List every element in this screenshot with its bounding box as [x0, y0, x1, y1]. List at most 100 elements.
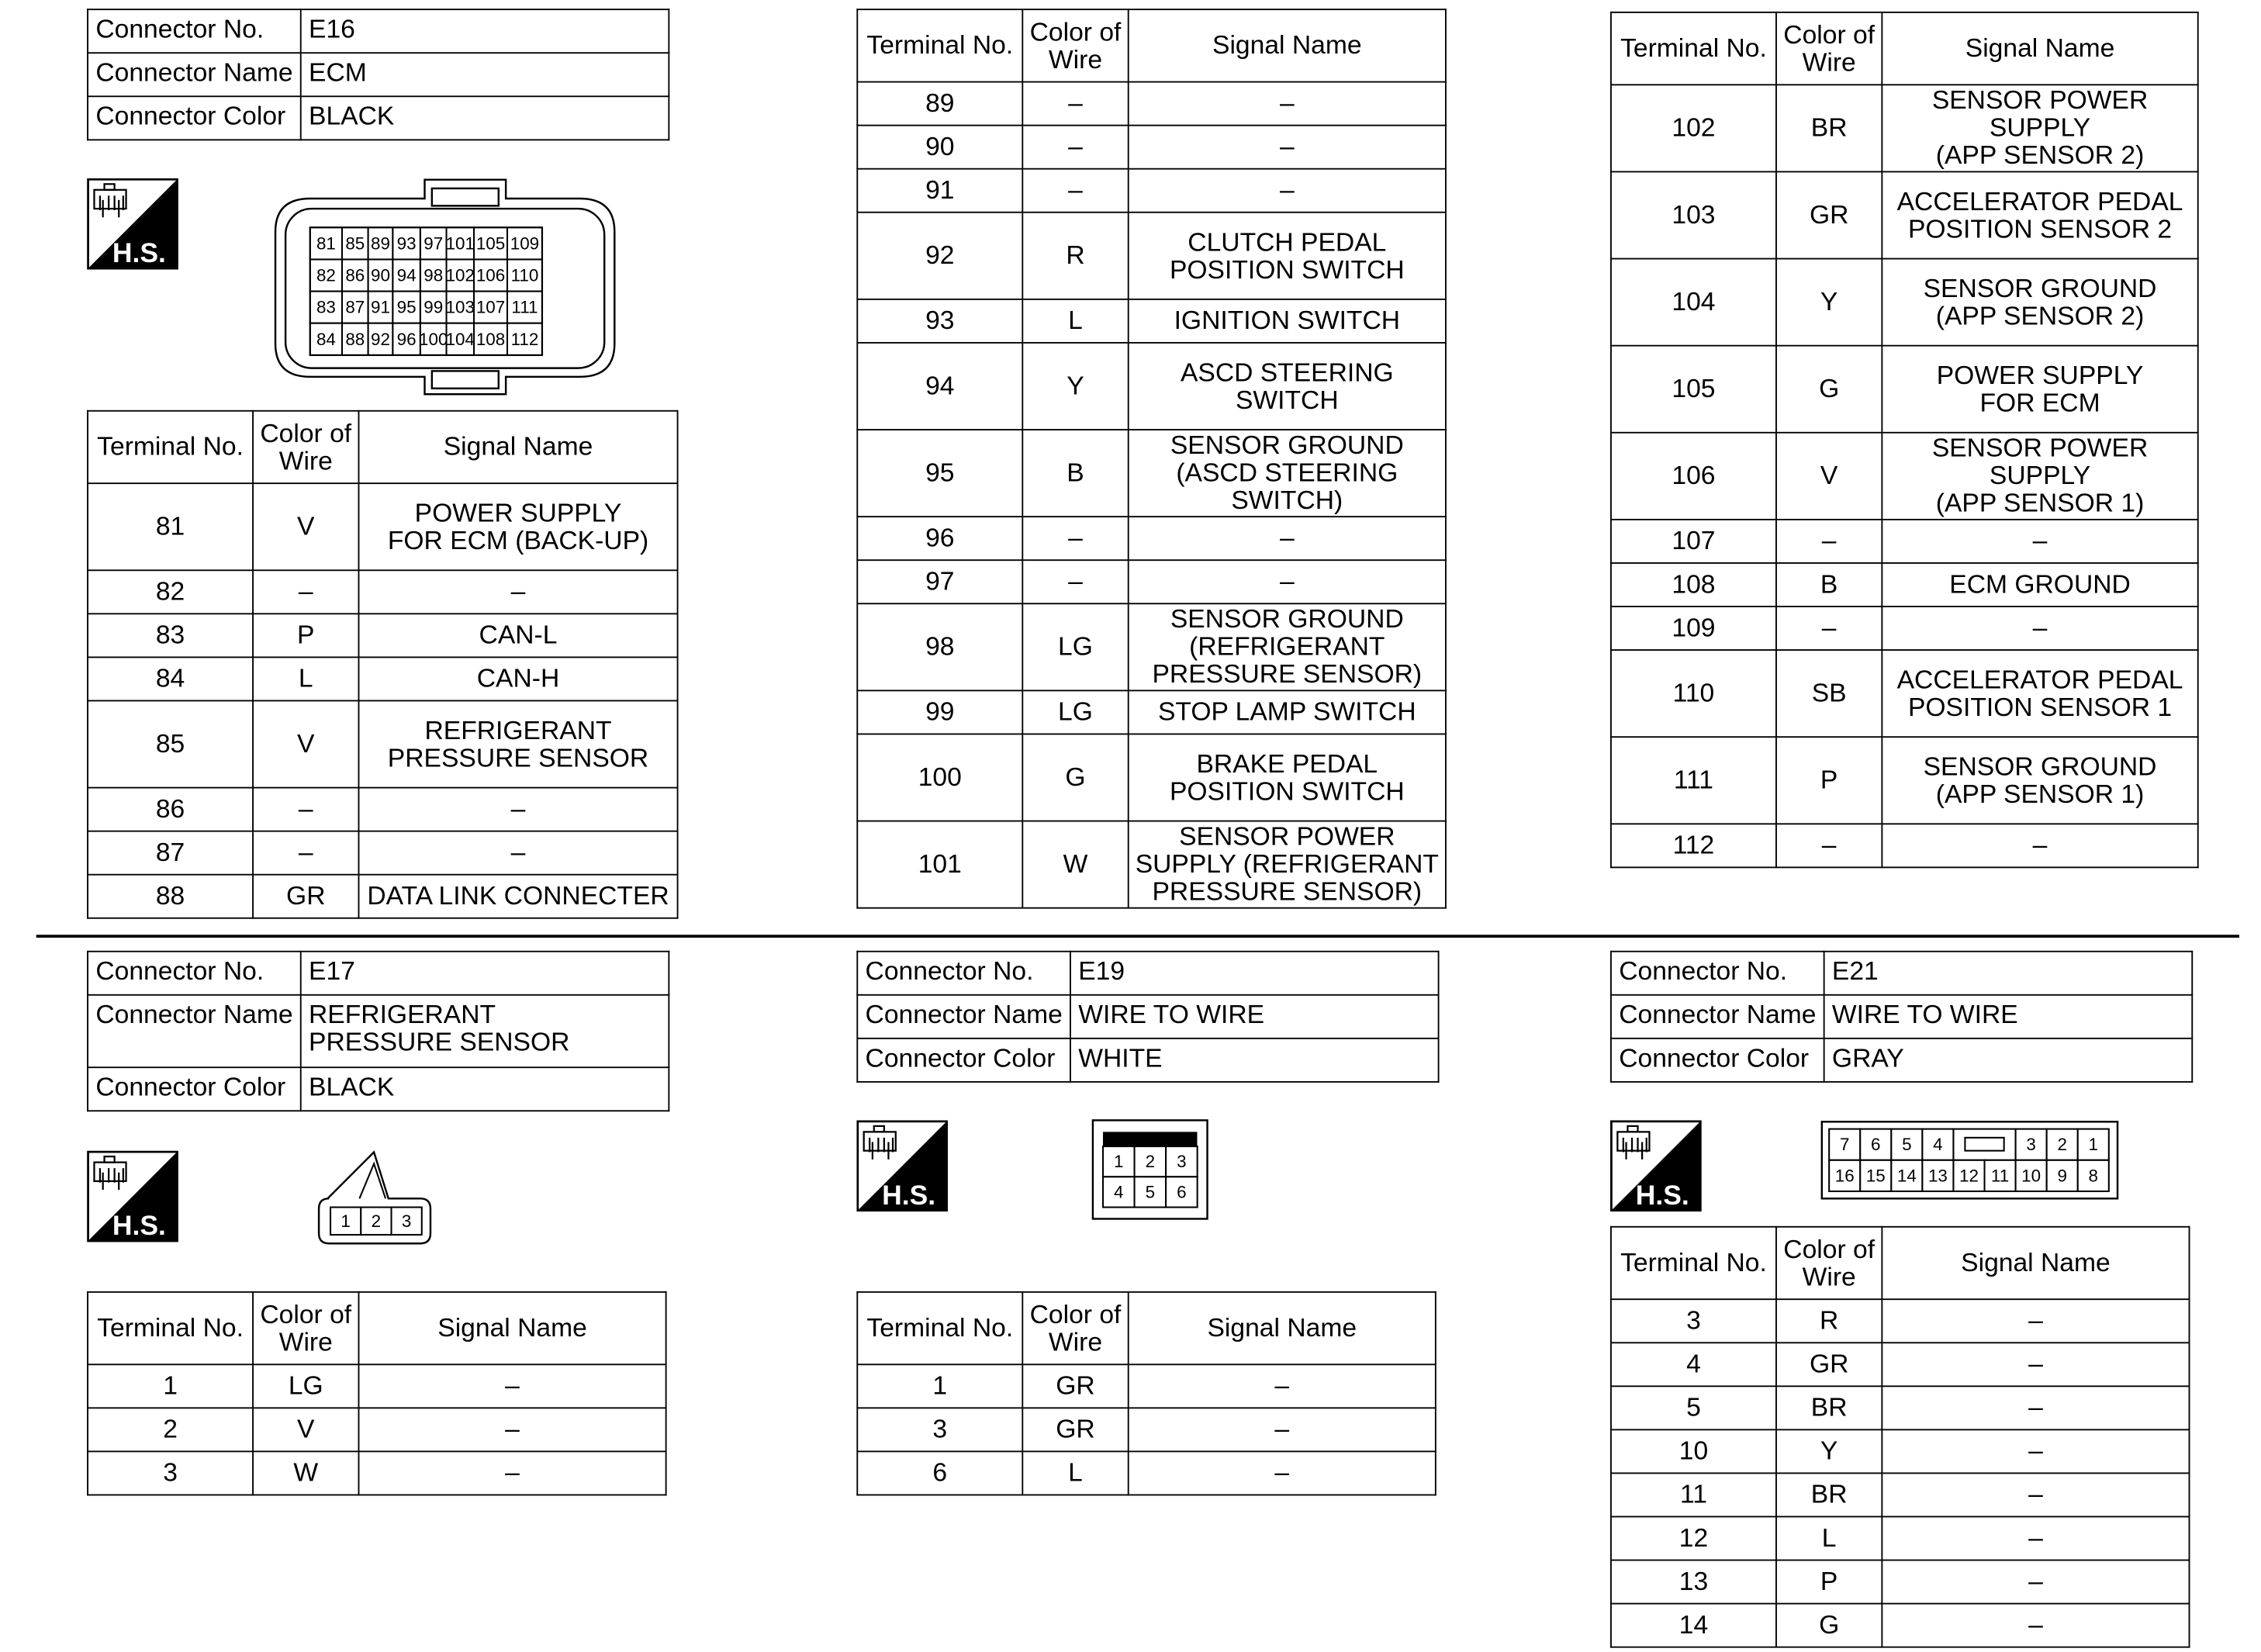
hs-label: H.S.: [112, 1210, 166, 1241]
hs-label: H.S.: [882, 1180, 935, 1211]
terminal-number: 95: [856, 429, 1024, 518]
terminal-row: 106 V SENSOR POWER SUPPLY (APP SENSOR 1): [1610, 431, 2199, 520]
terminal-number: 92: [856, 211, 1024, 300]
connector-diagram-E17: 1 2 3: [317, 1150, 432, 1245]
terminal-number: 91: [856, 168, 1024, 213]
wire-color: LG: [252, 1363, 360, 1409]
pin-number: 83: [316, 298, 336, 317]
pin-number: 3: [402, 1211, 411, 1231]
header-terminal-no: Terminal No.: [856, 9, 1024, 83]
pin-number: 92: [371, 330, 390, 349]
pin-cell: [367, 322, 394, 356]
header-terminal-no: Terminal No.: [87, 1291, 254, 1366]
header-signal-name: Signal Name: [1127, 9, 1447, 83]
terminal-number: 104: [1610, 257, 1777, 347]
terminal-row: 105 G POWER SUPPLY FOR ECM: [1610, 344, 2199, 434]
terminal-row: 110 SB ACCELERATOR PEDAL POSITION SENSOR 1: [1610, 649, 2199, 738]
pin-cell: [1983, 1159, 2017, 1193]
wire-color: Y: [1775, 1429, 1883, 1474]
terminal-row: 1 LG –: [87, 1363, 667, 1409]
pin-cell: [473, 258, 509, 292]
pin-number: 94: [397, 266, 417, 285]
pin-number: 93: [397, 233, 417, 253]
terminal-row: 85 V REFRIGERANT PRESSURE SENSOR: [87, 700, 679, 789]
wire-color: P: [252, 613, 360, 658]
hs-label: H.S.: [112, 237, 166, 268]
pin-number: 96: [397, 330, 417, 349]
signal-name: CLUTCH PEDAL POSITION SWITCH: [1127, 211, 1447, 300]
wire-color: B: [1775, 562, 1883, 607]
connector-no-value: E17: [299, 950, 670, 996]
terminal-number: 85: [87, 700, 254, 789]
header-color-of-wire: Color of Wire: [252, 410, 360, 485]
wire-color: LG: [1022, 603, 1129, 692]
wire-color: –: [252, 786, 360, 832]
connector-color-label: Connector Color: [856, 1037, 1071, 1083]
wire-color: G: [1775, 1602, 1883, 1648]
terminal-row: 86– –: [87, 786, 679, 832]
connector-name-row: Connector Name WIRE TO WIRE: [856, 994, 1440, 1039]
connector-color-row: Connector Color GRAY: [1610, 1037, 2194, 1083]
connector-no-label: Connector No.: [856, 950, 1071, 996]
terminal-number: 109: [1610, 606, 1777, 651]
connector-diagram-E16: 81 85 89 93 97 101 105 109 82 86 90 94 98 102 106 110 83…: [274, 178, 616, 396]
terminal-row: 104 Y SENSOR GROUND (APP SENSOR 2): [1610, 257, 2199, 347]
header-signal-name: Signal Name: [1881, 11, 2199, 86]
pin-cell: [1859, 1159, 1893, 1193]
connector-diagram-E19: 1 2 3 4 5 6: [1091, 1119, 1208, 1220]
signal-name: –: [1127, 516, 1447, 562]
wire-color: L: [1022, 298, 1129, 344]
connector-color-label: Connector Color: [87, 1066, 302, 1112]
pin-number: 6: [1871, 1135, 1880, 1154]
terminal-number: 108: [1610, 562, 1777, 607]
pin-number: 5: [1146, 1182, 1155, 1201]
pin-number: 3: [1177, 1152, 1186, 1171]
connector-no-label: Connector No.: [87, 9, 302, 54]
pin-number: 90: [371, 266, 390, 285]
connector-housing: [274, 178, 616, 396]
wire-color: SB: [1775, 649, 1883, 738]
connector-no-label: Connector No.: [87, 950, 302, 996]
pin-number: 1: [1114, 1152, 1123, 1171]
terminal-table: Terminal No. Color of Wire Signal Name 3 R –4…: [1610, 1225, 2190, 1648]
harness-side-icon: H.S.: [1610, 1120, 1702, 1212]
pin-number: 11: [1991, 1166, 2009, 1185]
terminal-row: 99 LG STOP LAMP SWITCH: [856, 689, 1447, 735]
signal-name: –: [1127, 81, 1447, 126]
wire-color: –: [1775, 606, 1883, 651]
signal-name: REFRIGERANT PRESSURE SENSOR: [358, 700, 679, 789]
signal-name: SENSOR GROUND (ASCD STEERING SWITCH): [1127, 429, 1447, 518]
terminal-row: 10 Y –: [1610, 1429, 2190, 1474]
connector-color-label: Connector Color: [1610, 1037, 1825, 1083]
wire-color: –: [1022, 559, 1129, 605]
signal-name: ASCD STEERING SWITCH: [1127, 341, 1447, 430]
connector-color-value: BLACK: [299, 95, 670, 141]
pin-number: 111: [511, 298, 538, 317]
pin-number: 13: [1928, 1166, 1948, 1185]
signal-name: ACCELERATOR PEDAL POSITION SENSOR 2: [1881, 171, 2199, 260]
signal-name: –: [1881, 1515, 2190, 1561]
pin-cell: [1828, 1159, 1862, 1193]
pin-number: 5: [1902, 1135, 1911, 1154]
terminal-number: 99: [856, 689, 1024, 735]
pin-number: 98: [424, 266, 443, 285]
signal-name: –: [1127, 124, 1447, 170]
terminal-row: 90– –: [856, 124, 1447, 170]
pin-number: 89: [371, 233, 390, 253]
wire-color: –: [1022, 124, 1129, 170]
pin-cell: [1890, 1159, 1924, 1193]
pin-number: 8: [2089, 1166, 2098, 1185]
pin-cell: [341, 322, 369, 356]
pin-number: 86: [345, 266, 365, 285]
pin-number: 100: [419, 330, 448, 349]
signal-name: SENSOR POWER SUPPLY (APP SENSOR 1): [1881, 431, 2199, 520]
pin-number: 85: [345, 233, 365, 253]
pin-number: 4: [1114, 1182, 1123, 1201]
pin-cell: [309, 322, 344, 356]
terminal-row: 94 Y ASCD STEERING SWITCH: [856, 341, 1447, 430]
wire-color: G: [1775, 344, 1883, 434]
terminal-table-header: Terminal No. Color of Wire Signal Name: [1610, 1225, 2190, 1301]
wire-color: BR: [1775, 1472, 1883, 1518]
signal-name: SENSOR POWER SUPPLY (REFRIGERANT PRESSUR…: [1127, 820, 1447, 909]
pin-number: 2: [372, 1211, 381, 1231]
